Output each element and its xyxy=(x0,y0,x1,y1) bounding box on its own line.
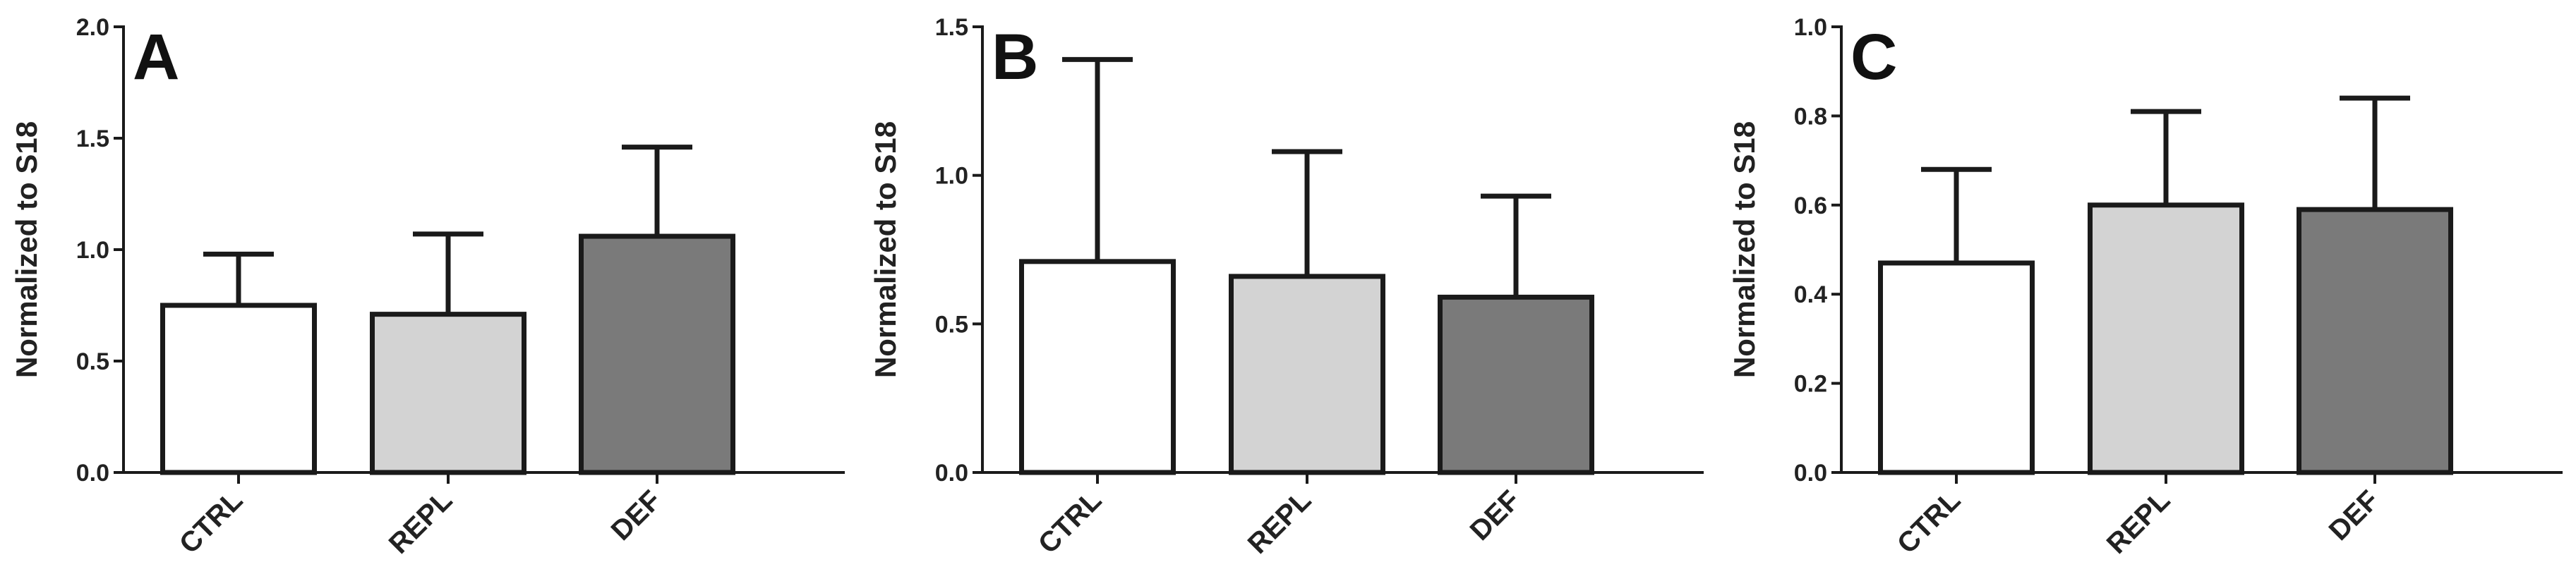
bar-repl xyxy=(370,312,526,475)
x-tick-label-def: DEF xyxy=(1464,484,1527,547)
y-axis-title: Normalized to S18 xyxy=(869,121,902,378)
x-tick-label-repl: REPL xyxy=(1242,484,1318,560)
bar-def xyxy=(1438,294,1594,475)
panel-letter: C xyxy=(1850,21,1897,93)
x-tick-label-def: DEF xyxy=(2323,484,2385,547)
bar-def xyxy=(579,233,735,475)
y-tick-label: 0.4 xyxy=(1794,281,1827,308)
y-tick-label: 0.0 xyxy=(76,460,109,487)
panel-letter: A xyxy=(133,21,179,93)
y-axis-title: Normalized to S18 xyxy=(1728,121,1761,378)
y-tick-label: 1.5 xyxy=(76,126,109,152)
y-tick-label: 0.2 xyxy=(1794,371,1827,398)
y-tick-label: 1.5 xyxy=(935,14,968,41)
x-tick-label-repl: REPL xyxy=(383,484,459,560)
y-tick-label: 0.6 xyxy=(1794,193,1827,219)
bar-repl xyxy=(2088,202,2244,475)
panel-letter: B xyxy=(992,21,1038,93)
y-tick-label: 0.0 xyxy=(935,460,968,487)
x-tick-label-ctrl: CTRL xyxy=(1891,484,1967,560)
y-tick-label: 0.0 xyxy=(1794,460,1827,487)
panel-b-chart: Normalized to S18 B 0.0 0.5 1.0 1.5 CTRL REPL DE… xyxy=(869,14,1704,560)
bar-ctrl xyxy=(1878,260,2035,475)
y-tick-label: 2.0 xyxy=(76,14,109,41)
x-tick-label-ctrl: CTRL xyxy=(174,484,249,560)
panel-a-chart: Normalized to S18 A 0.0 0.5 1.0 1.5 2.0 CTRL REP… xyxy=(10,14,845,560)
bar-repl xyxy=(1229,274,1385,475)
x-tick-label-ctrl: CTRL xyxy=(1033,484,1108,560)
x-tick-label-repl: REPL xyxy=(2101,484,2177,560)
y-tick-label: 1.0 xyxy=(76,237,109,264)
y-axis-title: Normalized to S18 xyxy=(10,121,43,378)
bar-ctrl xyxy=(160,303,317,475)
y-tick-label: 0.5 xyxy=(76,348,109,375)
x-tick-label-def: DEF xyxy=(606,484,668,547)
panel-c-chart: Normalized to S18 C 0.0 0.2 0.4 0.6 0.8 1.0 CTRL… xyxy=(1728,14,2563,560)
bar-def xyxy=(2297,207,2453,475)
bar-ctrl xyxy=(1019,259,1176,475)
y-tick-label: 0.5 xyxy=(935,311,968,338)
y-tick-label: 1.0 xyxy=(935,163,968,190)
y-tick-label: 0.8 xyxy=(1794,103,1827,130)
y-tick-label: 1.0 xyxy=(1794,14,1827,41)
